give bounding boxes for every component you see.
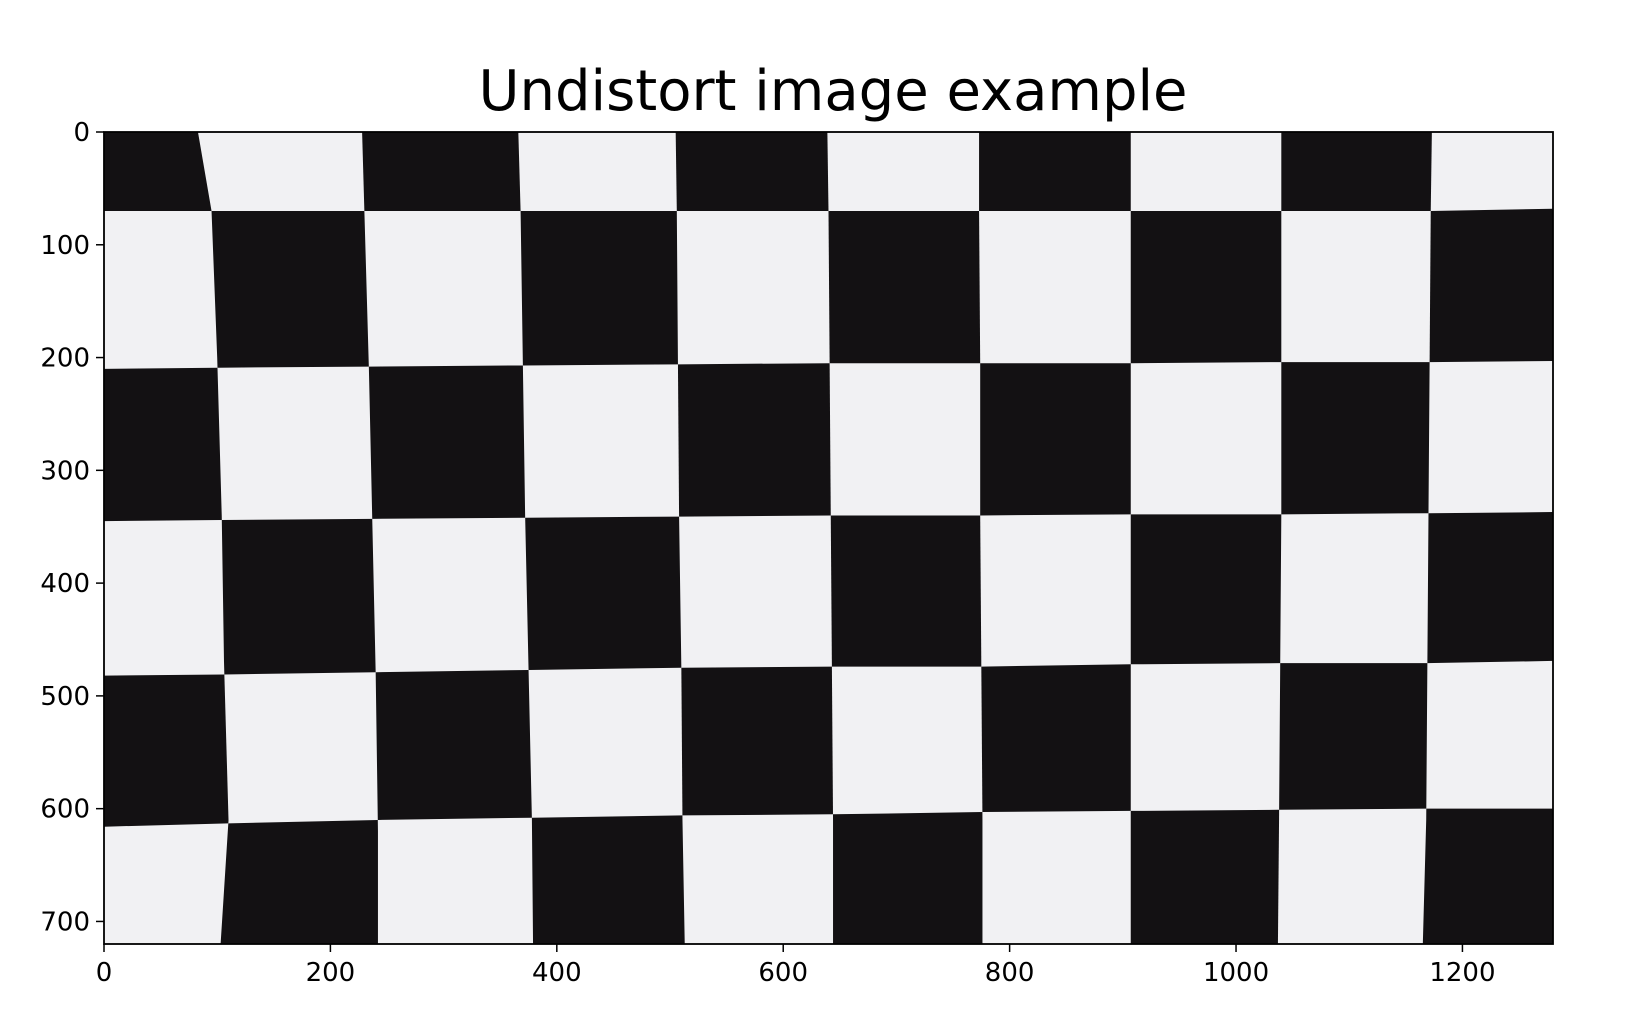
checker-cell-r0-c0 xyxy=(104,132,212,211)
y-tick-label: 700 xyxy=(40,907,90,937)
checker-cell-r0-c6 xyxy=(979,132,1131,211)
checkerboard-image xyxy=(104,132,1553,944)
checker-cell-r3-c7 xyxy=(1130,514,1282,665)
checker-cell-r0-c4 xyxy=(675,132,829,211)
x-tick-label: 1200 xyxy=(1429,958,1495,988)
y-tick-label: 100 xyxy=(40,231,90,261)
x-tick-label: 600 xyxy=(758,958,808,988)
checker-cell-r3-c9 xyxy=(1427,512,1553,664)
checker-cell-r2-c6 xyxy=(980,363,1131,516)
checker-cell-r0-c2 xyxy=(362,132,521,211)
y-tick-label: 300 xyxy=(40,456,90,486)
checker-cell-r1-c1 xyxy=(211,210,369,368)
checker-cell-r3-c5 xyxy=(830,515,982,667)
axes-frame xyxy=(103,131,1554,945)
checker-cell-r4-c2 xyxy=(375,669,532,820)
checker-cell-r2-c0 xyxy=(104,367,222,522)
checker-cell-r2-c2 xyxy=(368,365,526,519)
y-tick-label: 600 xyxy=(40,795,90,825)
checker-cell-r0-c8 xyxy=(1281,132,1432,211)
checker-cell-r5-c9 xyxy=(1422,808,1553,944)
x-tick-label: 800 xyxy=(985,958,1035,988)
x-tick-label: 1000 xyxy=(1203,958,1269,988)
checker-cell-r1-c9 xyxy=(1429,208,1553,363)
x-tick-label: 200 xyxy=(306,958,356,988)
plot-title: Undistort image example xyxy=(478,59,1187,124)
checker-cell-r1-c3 xyxy=(520,210,678,366)
y-tick-label: 0 xyxy=(73,118,90,148)
checker-cell-r2-c8 xyxy=(1281,362,1430,515)
checker-cell-r3-c1 xyxy=(221,518,376,675)
checker-cell-r4-c6 xyxy=(981,664,1131,813)
checker-cell-r4-c0 xyxy=(104,674,229,827)
checker-cell-r4-c8 xyxy=(1279,663,1428,810)
checker-cell-r1-c7 xyxy=(1130,210,1282,364)
x-tick-label: 400 xyxy=(532,958,582,988)
checker-cell-r1-c5 xyxy=(828,210,981,364)
checker-cell-r5-c1 xyxy=(220,819,378,944)
y-tick-label: 200 xyxy=(40,344,90,374)
checker-cell-r4-c4 xyxy=(681,666,833,816)
checker-cell-r2-c4 xyxy=(677,363,831,517)
y-axis-ticks: 0 100 200 300 400 500 600 700 xyxy=(40,118,104,937)
checker-cell-r3-c3 xyxy=(525,516,682,670)
x-axis-ticks: 0 200 400 600 800 1000 1200 xyxy=(96,944,1496,988)
y-tick-label: 500 xyxy=(40,682,90,712)
checker-cell-r5-c7 xyxy=(1130,809,1280,944)
x-tick-label: 0 xyxy=(96,958,113,988)
checker-cell-r5-c5 xyxy=(832,812,983,944)
checker-cell-r5-c3 xyxy=(531,815,685,944)
y-tick-label: 400 xyxy=(40,569,90,599)
